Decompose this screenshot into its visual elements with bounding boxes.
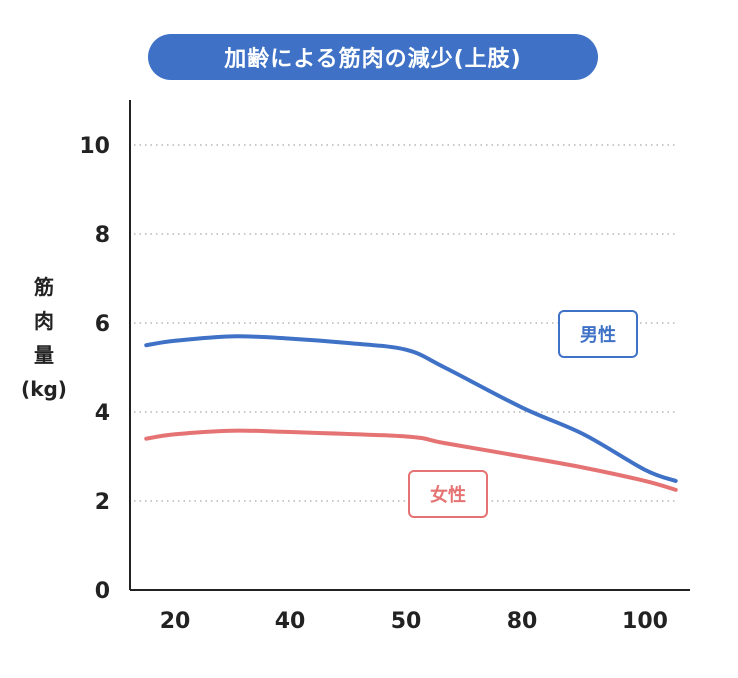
y-tick-label: 4: [95, 401, 110, 426]
y-tick-label: 6: [95, 312, 110, 337]
series-line-male: [144, 334, 678, 483]
chart-title: 加齢による筋肉の減少(上肢): [148, 34, 598, 80]
y-tick-label: 10: [79, 134, 110, 159]
x-tick-label: 40: [275, 609, 306, 634]
y-axis-label-line: (kg): [21, 377, 67, 401]
legend-female: 女性: [408, 470, 488, 518]
y-tick-label: 2: [95, 490, 110, 515]
x-tick-label: 100: [622, 609, 668, 634]
x-tick-label: 20: [160, 609, 191, 634]
y-tick-label: 0: [95, 579, 110, 604]
y-axis-label-line: 量: [34, 343, 54, 367]
legend-male: 男性: [558, 310, 638, 358]
y-axis-label: 筋 肉 量 (kg): [16, 270, 72, 406]
x-tick-label: 80: [507, 609, 538, 634]
y-tick-label: 8: [95, 223, 110, 248]
y-axis-label-line: 肉: [34, 309, 54, 333]
x-tick-label: 50: [391, 609, 422, 634]
y-axis-label-line: 筋: [34, 275, 54, 299]
series-line-female: [144, 428, 678, 492]
